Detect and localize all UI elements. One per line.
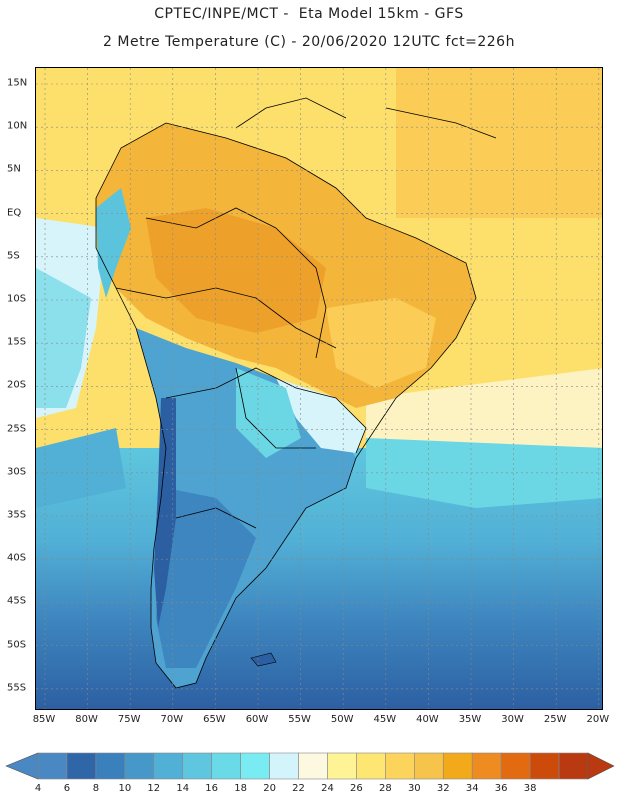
colorbar-cell bbox=[298, 752, 328, 780]
colorbar-tick-label: 18 bbox=[234, 783, 247, 794]
colorbar-right-arrow bbox=[587, 752, 615, 780]
colorbar-cell bbox=[124, 752, 155, 780]
colorbar-tick-label: 22 bbox=[292, 783, 305, 794]
colorbar-cell bbox=[37, 752, 68, 780]
lat-label: 10S bbox=[7, 293, 27, 305]
patagonia-cold bbox=[156, 488, 256, 668]
colorbar-cell bbox=[500, 752, 531, 780]
pacific-cool bbox=[36, 428, 126, 508]
lat-label: 20S bbox=[7, 379, 27, 391]
colorbar-cell bbox=[211, 752, 241, 780]
lon-label: 45W bbox=[373, 714, 397, 725]
colorbar-tick-label: 10 bbox=[118, 783, 132, 794]
colorbar-cell bbox=[66, 752, 97, 780]
colorbar-tick-label: 26 bbox=[350, 783, 363, 794]
colorbar-tick-label: 28 bbox=[378, 783, 392, 794]
colorbar-tick-label: 14 bbox=[176, 783, 190, 794]
lat-label: 40S bbox=[7, 552, 27, 564]
lat-label: 10N bbox=[7, 120, 28, 132]
south-atlantic-warm-pale bbox=[366, 368, 602, 463]
caribbean-islands bbox=[385, 107, 497, 139]
lon-label: 70W bbox=[160, 714, 184, 725]
andes-south-cold bbox=[154, 398, 176, 628]
colorbar-tick-label: 4 bbox=[34, 783, 42, 794]
colorbar-tick-label: 20 bbox=[263, 783, 276, 794]
lat-label: 5N bbox=[7, 163, 21, 175]
colorbar-tick-label: 32 bbox=[436, 783, 450, 794]
colorbar-cell bbox=[153, 752, 184, 780]
pacific-cyan bbox=[36, 268, 91, 408]
colorbar-cell bbox=[414, 752, 444, 780]
lat-label: 30S bbox=[7, 466, 27, 478]
colorbar-cell bbox=[385, 752, 415, 780]
lon-label: 20W bbox=[586, 714, 610, 725]
colorbar-tick-label: 8 bbox=[92, 783, 100, 794]
colorbar-tick-label: 6 bbox=[63, 783, 71, 794]
colorbar-cell bbox=[442, 752, 473, 780]
lon-label: 40W bbox=[416, 714, 439, 725]
colorbar-cell bbox=[558, 752, 589, 780]
north-atlantic-warm bbox=[396, 68, 602, 218]
colorbar-cell bbox=[529, 752, 560, 780]
lat-label: 5S bbox=[7, 250, 20, 262]
colorbar-tick-label: 24 bbox=[321, 783, 334, 794]
colorbar-tick-label: 30 bbox=[407, 783, 421, 794]
colorbar-tick-label: 36 bbox=[494, 783, 508, 794]
colorbar-cell bbox=[95, 752, 126, 780]
lon-label: 35W bbox=[458, 714, 482, 725]
falkland-islands bbox=[250, 652, 277, 667]
colorbar-cell bbox=[269, 752, 299, 780]
lon-label: 55W bbox=[288, 714, 311, 725]
south-atlantic-cyan bbox=[366, 438, 602, 508]
colorbar-tick-label: 34 bbox=[465, 783, 479, 794]
lat-label: 15N bbox=[7, 77, 28, 89]
lat-label: 25S bbox=[7, 423, 27, 435]
colorbar-cell bbox=[356, 752, 386, 780]
lat-label: EQ bbox=[7, 207, 22, 219]
amazon-core bbox=[146, 208, 326, 333]
lon-label: 60W bbox=[245, 714, 269, 725]
paraguay-cyan bbox=[236, 368, 301, 458]
lat-label: 35S bbox=[7, 509, 27, 521]
lon-label: 25W bbox=[543, 714, 567, 725]
map-subtitle: 2 Metre Temperature (C) - 20/06/2020 12U… bbox=[103, 34, 515, 50]
graticule bbox=[36, 68, 602, 709]
andes-cool bbox=[96, 188, 131, 298]
colorbar-tick-label: 12 bbox=[147, 783, 161, 794]
colorbar-cell bbox=[240, 752, 270, 780]
lon-label: 65W bbox=[203, 714, 226, 725]
temperature-colorbar bbox=[5, 752, 615, 780]
lon-label: 80W bbox=[75, 714, 98, 725]
colorbar-cell bbox=[327, 752, 357, 780]
colorbar-left-arrow bbox=[5, 752, 39, 780]
lat-label: 50S bbox=[7, 639, 27, 651]
country-borders bbox=[95, 97, 477, 689]
colorbar-cell bbox=[182, 752, 212, 780]
lon-label: 30W bbox=[501, 714, 524, 725]
lat-label: 45S bbox=[7, 595, 27, 607]
map-title: CPTEC/INPE/MCT - Eta Model 15km - GFS bbox=[154, 6, 464, 22]
lon-label: 75W bbox=[117, 714, 141, 725]
temperature-map bbox=[35, 67, 603, 710]
lat-label: 55S bbox=[7, 682, 27, 694]
colorbar-cell bbox=[471, 752, 502, 780]
colorbar-tick-label: 16 bbox=[205, 783, 219, 794]
lon-label: 85W bbox=[32, 714, 56, 725]
colorbar-tick-label: 38 bbox=[523, 783, 537, 794]
lon-label: 50W bbox=[330, 714, 354, 725]
lat-label: 15S bbox=[7, 336, 27, 348]
